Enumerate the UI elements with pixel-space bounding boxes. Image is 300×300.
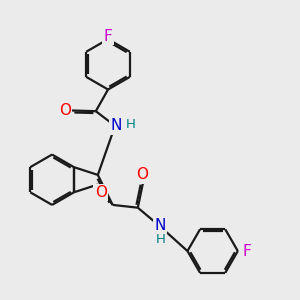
Text: H: H — [155, 233, 165, 246]
Text: F: F — [104, 29, 112, 44]
Text: O: O — [136, 167, 148, 182]
Text: F: F — [242, 244, 251, 259]
Text: N: N — [154, 218, 166, 233]
Text: O: O — [59, 103, 71, 118]
Text: N: N — [110, 118, 122, 134]
Text: O: O — [94, 185, 106, 200]
Text: H: H — [126, 118, 136, 130]
